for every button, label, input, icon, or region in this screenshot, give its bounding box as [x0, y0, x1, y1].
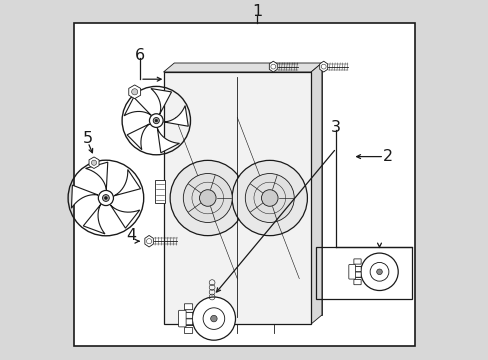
Circle shape	[155, 120, 157, 122]
Circle shape	[153, 117, 159, 124]
Circle shape	[131, 89, 138, 95]
Circle shape	[91, 160, 97, 165]
Polygon shape	[127, 124, 149, 150]
Circle shape	[102, 195, 109, 201]
Circle shape	[104, 197, 107, 199]
FancyBboxPatch shape	[348, 265, 355, 279]
Polygon shape	[163, 105, 188, 126]
Polygon shape	[157, 128, 179, 153]
Circle shape	[232, 160, 307, 236]
Circle shape	[183, 174, 232, 222]
Polygon shape	[163, 72, 310, 324]
Polygon shape	[163, 63, 321, 72]
Text: 1: 1	[251, 4, 262, 19]
Circle shape	[170, 160, 245, 236]
FancyBboxPatch shape	[184, 319, 192, 325]
Polygon shape	[83, 204, 105, 234]
FancyBboxPatch shape	[154, 180, 164, 203]
Polygon shape	[310, 63, 321, 324]
Polygon shape	[89, 157, 99, 168]
Circle shape	[261, 190, 278, 206]
Polygon shape	[124, 97, 151, 116]
FancyBboxPatch shape	[353, 259, 361, 264]
Circle shape	[98, 190, 113, 206]
FancyBboxPatch shape	[178, 310, 186, 327]
Text: 3: 3	[331, 120, 341, 135]
Circle shape	[149, 114, 163, 127]
Polygon shape	[128, 85, 141, 99]
Polygon shape	[114, 170, 140, 196]
Polygon shape	[269, 61, 277, 72]
FancyBboxPatch shape	[184, 328, 192, 333]
Polygon shape	[71, 185, 98, 208]
Circle shape	[245, 174, 294, 222]
Polygon shape	[174, 63, 321, 315]
Circle shape	[360, 253, 397, 291]
Polygon shape	[85, 162, 107, 190]
Text: 6: 6	[135, 48, 145, 63]
Text: 5: 5	[82, 131, 93, 146]
FancyBboxPatch shape	[184, 312, 192, 318]
Text: 4: 4	[126, 228, 136, 243]
Circle shape	[199, 190, 216, 206]
Polygon shape	[144, 235, 153, 247]
FancyBboxPatch shape	[73, 23, 415, 346]
Circle shape	[376, 269, 382, 275]
FancyBboxPatch shape	[353, 266, 361, 271]
Polygon shape	[319, 61, 327, 72]
FancyBboxPatch shape	[184, 304, 192, 310]
Circle shape	[210, 315, 217, 322]
Polygon shape	[151, 89, 171, 114]
Circle shape	[192, 297, 235, 340]
Text: 2: 2	[382, 149, 392, 164]
FancyBboxPatch shape	[353, 279, 361, 285]
FancyBboxPatch shape	[353, 272, 361, 277]
Polygon shape	[110, 205, 140, 228]
